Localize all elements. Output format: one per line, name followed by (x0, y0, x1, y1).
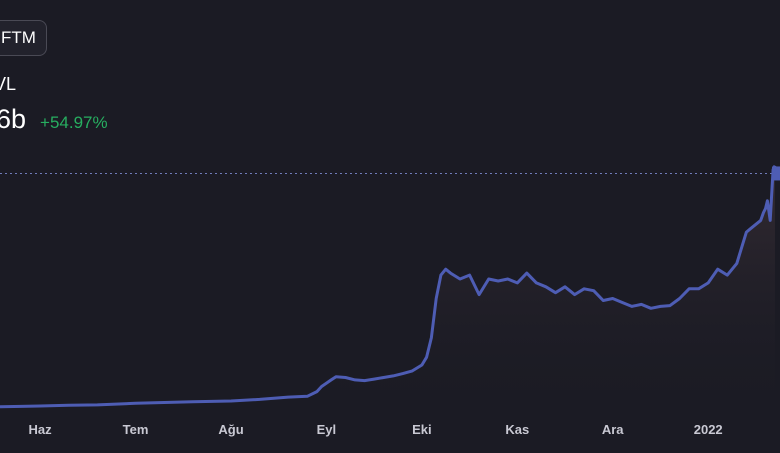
x-axis-ticks: Haz Tem Ağu Eyl Eki Kas Ara 2022 (29, 422, 723, 437)
tvl-area (0, 165, 775, 408)
x-tick-label: Eyl (317, 422, 337, 437)
metric-row: 6b +54.97% (0, 104, 108, 135)
crosshair-marker (772, 166, 780, 181)
x-tick-label: 2022 (694, 422, 723, 437)
tvl-line (0, 164, 777, 409)
x-tick-label: Tem (123, 422, 149, 437)
x-tick-label: Ağu (218, 422, 243, 437)
metric-value: 6b (0, 104, 27, 134)
x-tick-label: Kas (505, 422, 529, 437)
metric-label: VL (0, 74, 17, 94)
metric-change: +54.97% (40, 113, 108, 132)
x-tick-label: Haz (29, 422, 53, 437)
token-chip-label: FTM (1, 28, 36, 47)
token-chip[interactable]: FTM (0, 20, 47, 56)
x-tick-label: Eki (412, 422, 432, 437)
x-tick-label: Ara (602, 422, 624, 437)
